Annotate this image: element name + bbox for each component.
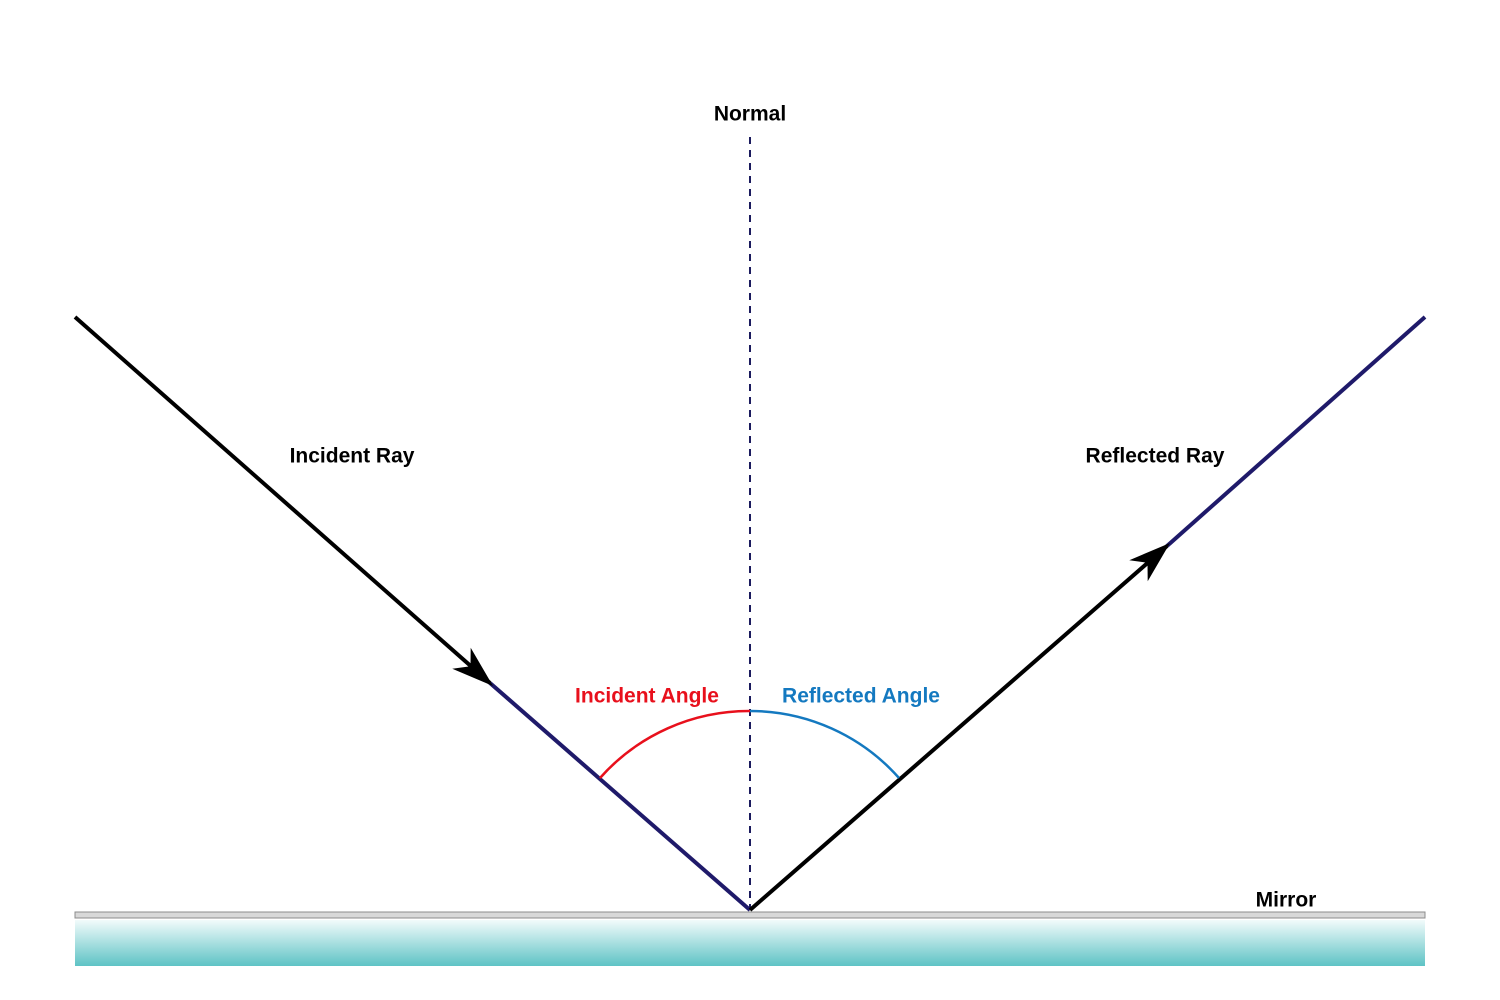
normal-label: Normal — [714, 103, 786, 126]
incident-ray-segment — [488, 681, 752, 912]
incident-arrowhead — [452, 647, 493, 686]
mirror-label: Mirror — [1256, 889, 1317, 912]
reflected-ray-label: Reflected Ray — [1086, 445, 1225, 468]
reflected-angle-label: Reflected Angle — [782, 685, 940, 708]
mirror-glass — [75, 920, 1425, 966]
reflected-angle-arc — [749, 709, 900, 779]
reflected-arrowhead — [1129, 543, 1170, 582]
reflected-ray — [748, 544, 1169, 912]
incident-ray-label: Incident Ray — [290, 445, 415, 468]
incident-angle-arc — [599, 709, 751, 779]
incident-angle-label: Incident Angle — [575, 685, 719, 708]
mirror-surface — [74, 911, 1426, 919]
incident-ray — [73, 315, 492, 685]
reflected-ray-segment — [1165, 315, 1427, 548]
